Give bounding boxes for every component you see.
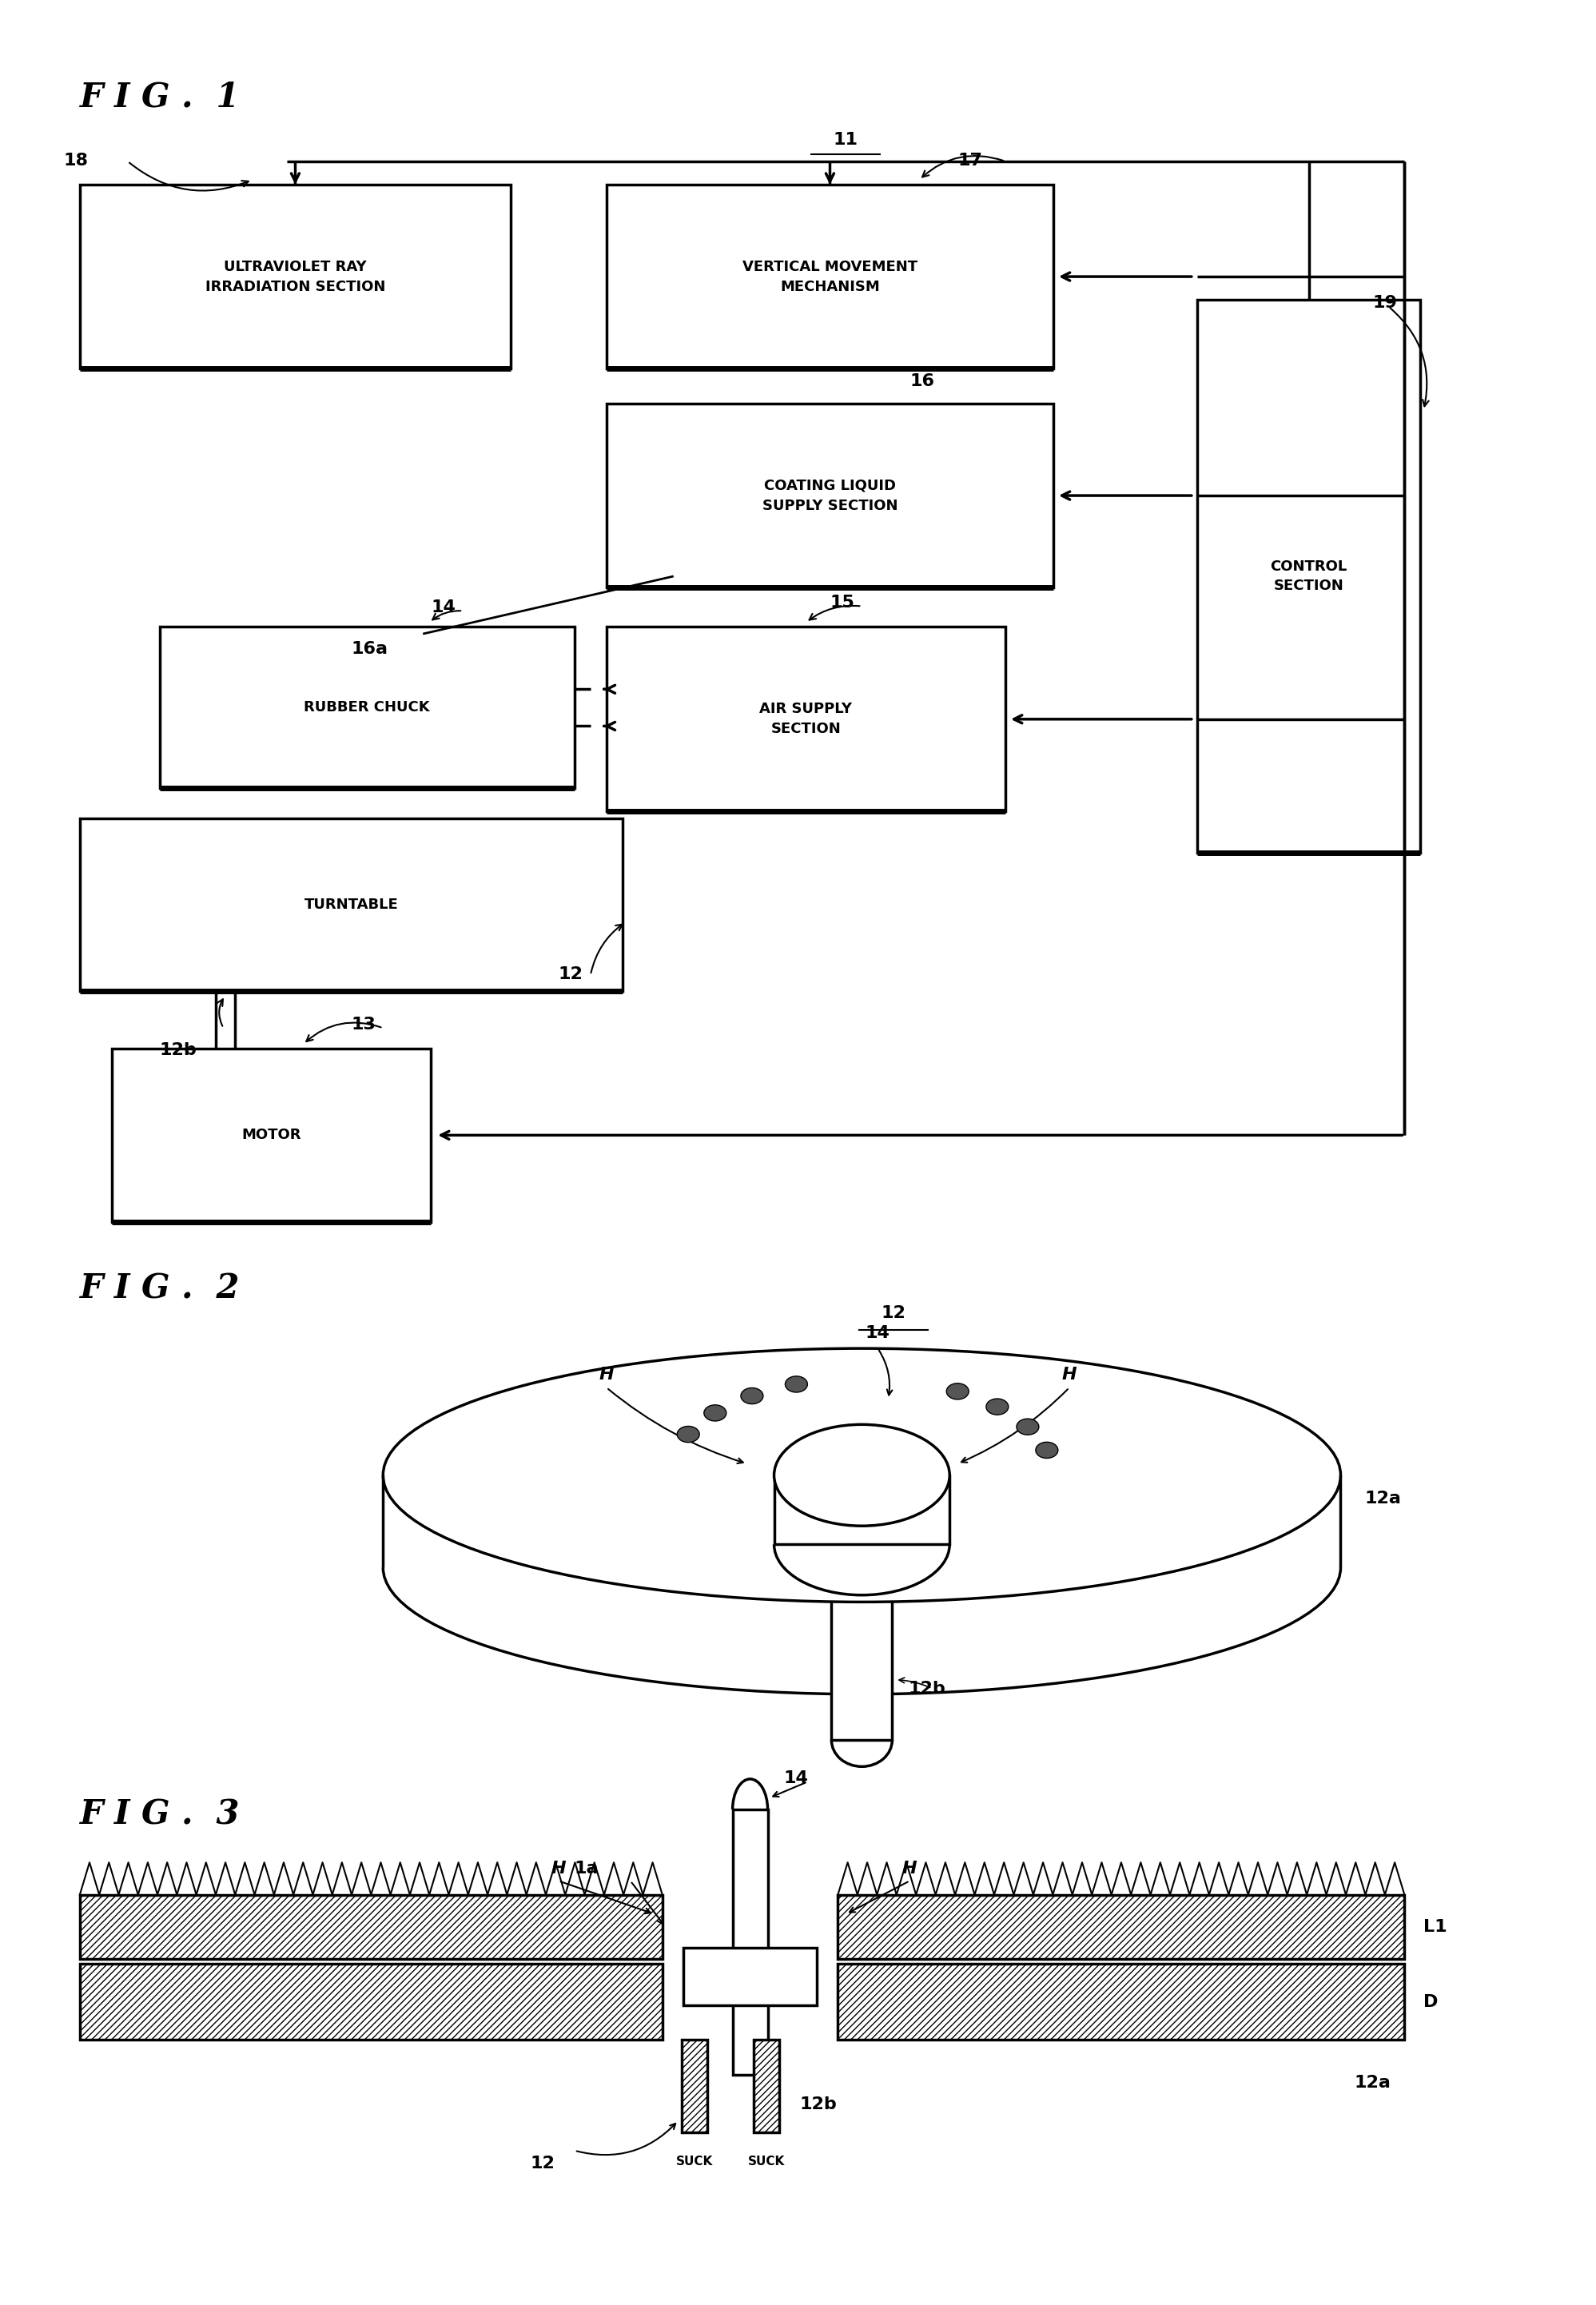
Bar xyxy=(80,184,511,369)
Text: 15: 15 xyxy=(830,595,854,611)
Bar xyxy=(832,1567,892,1740)
Text: H: H xyxy=(1061,1367,1077,1383)
Text: 12a: 12a xyxy=(1355,2074,1390,2091)
Text: 12b: 12b xyxy=(908,1680,945,1696)
Text: D: D xyxy=(1424,1994,1438,2010)
Text: 11: 11 xyxy=(833,131,859,148)
Bar xyxy=(681,2040,707,2132)
Bar xyxy=(733,1809,768,2074)
Text: 13: 13 xyxy=(351,1017,375,1033)
Bar xyxy=(1197,300,1420,853)
Text: CONTROL
SECTION: CONTROL SECTION xyxy=(1270,560,1347,592)
Text: SUCK: SUCK xyxy=(675,2155,713,2167)
Text: ULTRAVIOLET RAY
IRRADIATION SECTION: ULTRAVIOLET RAY IRRADIATION SECTION xyxy=(206,260,385,293)
Bar xyxy=(160,627,575,788)
Text: 19: 19 xyxy=(1373,295,1396,311)
Ellipse shape xyxy=(741,1388,763,1404)
Bar xyxy=(838,1964,1404,2040)
Text: H: H xyxy=(551,1860,567,1876)
Bar xyxy=(606,627,1005,811)
Bar xyxy=(80,818,622,991)
Bar xyxy=(683,1948,817,2005)
Bar xyxy=(80,1964,662,2040)
Text: L1: L1 xyxy=(1424,1920,1448,1934)
Bar xyxy=(753,2040,779,2132)
Text: 12b: 12b xyxy=(160,1042,196,1058)
Text: H: H xyxy=(598,1367,614,1383)
Ellipse shape xyxy=(383,1348,1341,1602)
Text: COATING LIQUID
SUPPLY SECTION: COATING LIQUID SUPPLY SECTION xyxy=(763,479,897,512)
Ellipse shape xyxy=(946,1383,969,1399)
Ellipse shape xyxy=(1036,1443,1058,1459)
Ellipse shape xyxy=(677,1427,699,1443)
Bar xyxy=(753,2040,779,2132)
Text: VERTICAL MOVEMENT
MECHANISM: VERTICAL MOVEMENT MECHANISM xyxy=(742,260,918,293)
Text: 12a: 12a xyxy=(1365,1491,1401,1505)
Ellipse shape xyxy=(1017,1418,1039,1434)
Bar xyxy=(606,403,1053,588)
Text: 12: 12 xyxy=(530,2155,555,2171)
Text: H: H xyxy=(902,1860,918,1876)
Bar xyxy=(80,1895,662,1959)
Ellipse shape xyxy=(774,1424,950,1526)
Bar xyxy=(774,1475,950,1544)
Text: 18: 18 xyxy=(64,152,89,168)
Text: RUBBER CHUCK: RUBBER CHUCK xyxy=(305,701,429,715)
Bar xyxy=(681,2040,707,2132)
Text: 14: 14 xyxy=(784,1770,808,1786)
Ellipse shape xyxy=(704,1406,726,1422)
Text: 1a: 1a xyxy=(575,1860,598,1876)
Text: 12: 12 xyxy=(559,966,583,982)
Bar xyxy=(606,184,1053,369)
Text: F I G .  3: F I G . 3 xyxy=(80,1798,239,1832)
Text: 12: 12 xyxy=(881,1305,907,1321)
Ellipse shape xyxy=(986,1399,1009,1415)
Text: 12b: 12b xyxy=(800,2098,836,2111)
Bar xyxy=(838,1895,1404,1959)
Text: AIR SUPPLY
SECTION: AIR SUPPLY SECTION xyxy=(760,703,852,735)
Text: F I G .  1: F I G . 1 xyxy=(80,81,239,115)
Text: MOTOR: MOTOR xyxy=(241,1127,302,1143)
Text: 16: 16 xyxy=(910,373,935,390)
Text: SUCK: SUCK xyxy=(747,2155,785,2167)
Bar xyxy=(112,1049,431,1222)
Text: TURNTABLE: TURNTABLE xyxy=(305,897,397,913)
Text: 17: 17 xyxy=(958,152,983,168)
Text: 14: 14 xyxy=(431,599,455,615)
Text: 16a: 16a xyxy=(351,641,388,657)
Ellipse shape xyxy=(785,1376,808,1392)
Text: F I G .  2: F I G . 2 xyxy=(80,1272,239,1307)
Text: 14: 14 xyxy=(865,1325,891,1342)
